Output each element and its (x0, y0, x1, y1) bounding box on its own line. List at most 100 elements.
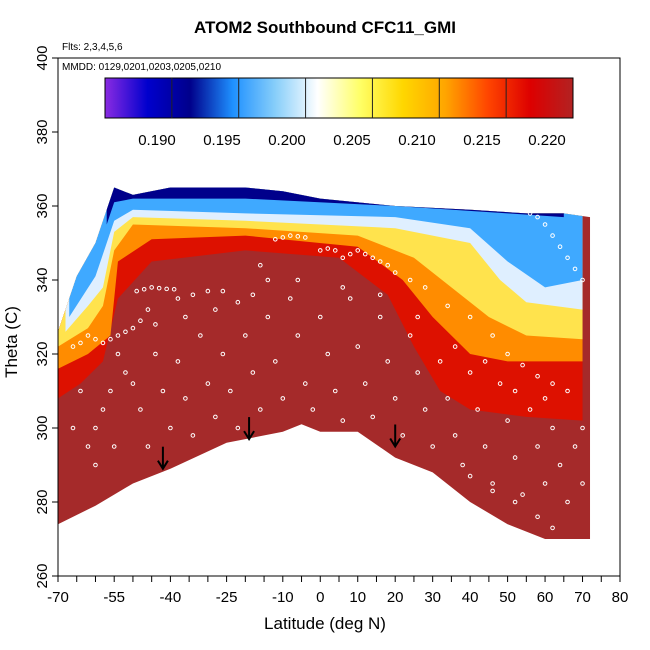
arrow-head (243, 430, 255, 441)
flights-note: Flts: 2,3,4,5,6 (62, 42, 123, 53)
observation-point (123, 370, 128, 375)
y-tick-label: 360 (34, 193, 51, 218)
observation-point (85, 444, 91, 449)
observation-point (317, 248, 323, 253)
colorbar-tick-label: 0.195 (203, 132, 241, 149)
observation-point (340, 285, 346, 290)
x-tick-label: -10 (272, 589, 294, 606)
observation-point (332, 248, 338, 253)
observation-point (535, 373, 540, 379)
observation-point (235, 425, 241, 431)
observation-point (422, 285, 428, 290)
observation-point (512, 499, 518, 505)
observation-point (175, 359, 181, 364)
observation-point (138, 407, 143, 412)
observation-point (273, 359, 278, 364)
y-axis-label: Theta (C) (2, 306, 21, 378)
observation-point (332, 388, 338, 394)
x-tick-label: -55 (103, 589, 125, 606)
observation-point (258, 407, 263, 412)
observation-point (273, 237, 278, 242)
observation-point (325, 246, 331, 251)
observation-point (377, 292, 383, 298)
observation-point (512, 388, 518, 394)
observation-point (347, 251, 353, 257)
observation-point (190, 292, 196, 298)
observation-point (580, 425, 585, 431)
colorbar-tick-label: 0.215 (463, 132, 501, 149)
x-tick-label: 20 (387, 589, 404, 606)
x-tick-label: 70 (574, 589, 591, 606)
observation-point (149, 285, 154, 290)
observation-point (100, 407, 106, 412)
observation-point (280, 396, 286, 401)
observation-point (355, 248, 361, 253)
observation-point (572, 444, 578, 449)
observation-point (460, 462, 465, 468)
observation-point (317, 314, 323, 320)
observation-point (392, 396, 398, 401)
observation-point (580, 481, 585, 486)
observation-point (565, 499, 570, 505)
observation-point (108, 336, 113, 342)
observation-point (243, 333, 248, 338)
observation-point (228, 388, 233, 394)
observation-point (145, 444, 151, 449)
observation-point (362, 381, 368, 386)
observation-point (310, 407, 316, 412)
observation-point (557, 462, 563, 468)
observation-point (160, 388, 166, 394)
observation-point (295, 234, 301, 239)
observation-point (265, 314, 271, 320)
observation-point (347, 296, 353, 301)
observation-point (497, 381, 503, 386)
colorbar-gradient (104, 77, 574, 119)
observation-point (452, 433, 458, 438)
observation-point (220, 288, 226, 294)
observation-point (407, 333, 413, 338)
observation-point (490, 488, 495, 494)
observation-point (385, 359, 391, 364)
observation-point (141, 286, 147, 292)
observation-point (467, 473, 473, 479)
observation-point (340, 255, 346, 261)
observation-point (250, 292, 256, 298)
observation-point (565, 255, 570, 261)
y-tick-label: 280 (34, 489, 51, 514)
observation-point (422, 407, 428, 412)
y-tick-label: 300 (34, 415, 51, 440)
observation-point (153, 322, 158, 327)
observation-point (535, 444, 540, 449)
observation-point (580, 277, 585, 283)
observation-point (512, 455, 518, 460)
x-tick-label: 0 (316, 589, 324, 606)
observation-point (557, 244, 563, 249)
observation-point (145, 307, 151, 312)
observation-point (258, 262, 263, 268)
x-tick-label: 10 (349, 589, 366, 606)
observation-point (572, 266, 578, 272)
observation-point (482, 444, 488, 449)
observation-point (190, 433, 196, 438)
observation-point (130, 381, 136, 386)
observation-point (78, 388, 83, 394)
x-tick-label: 40 (462, 589, 479, 606)
observation-point (377, 259, 383, 264)
observation-point (527, 407, 533, 412)
y-tick-label: 380 (34, 119, 51, 144)
observation-points (70, 211, 585, 531)
observation-point (505, 418, 510, 423)
y-tick-label: 320 (34, 341, 51, 366)
observation-point (407, 277, 413, 283)
observation-point (198, 333, 203, 338)
observation-point (415, 370, 420, 375)
observation-point (542, 481, 548, 486)
tropopause-arrows (157, 417, 402, 471)
observation-point (213, 307, 218, 312)
arrow-head (157, 460, 169, 471)
observation-point (85, 333, 91, 338)
observation-point (280, 235, 286, 240)
observation-point (467, 314, 473, 320)
colorbar-tick-label: 0.205 (333, 132, 371, 149)
observation-point (445, 396, 450, 401)
